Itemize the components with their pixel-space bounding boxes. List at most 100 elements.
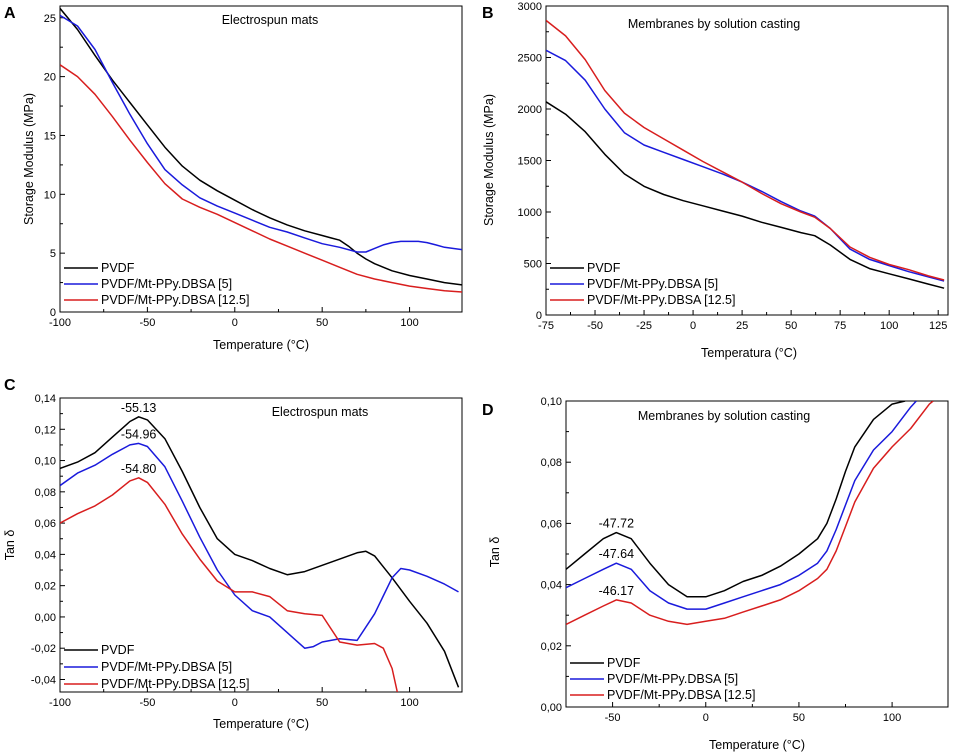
x-tick-label: 0 xyxy=(690,320,696,332)
plot-frame-c xyxy=(59,397,463,693)
series-line-mt125 xyxy=(60,477,399,692)
y-tick-label: 0,00 xyxy=(35,612,56,624)
y-tick-label: 0 xyxy=(50,307,56,319)
plot-lines-b xyxy=(546,19,945,289)
legend-label-mt5: PVDF/Mt-PPy.DBSA [5] xyxy=(101,277,232,291)
legend-label-pvdf: PVDF xyxy=(101,643,135,657)
axis-ticks-a: -100 -50 0 50 100 0 5 10 15 20 25 xyxy=(44,13,419,329)
x-axis-label-d: Temperature (°C) xyxy=(709,738,805,752)
legend-c: PVDF PVDF/Mt-PPy.DBSA [5] PVDF/Mt-PPy.DB… xyxy=(64,643,249,691)
y-tick-label: 0,02 xyxy=(541,641,562,653)
legend-label-pvdf: PVDF xyxy=(587,261,621,275)
y-tick-label: 0,14 xyxy=(35,393,56,405)
y-tick-label: 0,06 xyxy=(35,518,56,530)
axis-ticks-c: -100 -50 0 50 100 -0,04 -0,02 0,00 0,02 0,04 0,06 0… xyxy=(31,393,419,709)
y-tick-label: 20 xyxy=(44,72,56,84)
chart-title-a: Electrospun mats xyxy=(222,13,319,27)
panel-c: C -100 -50 0 50 100 -0,04 -0,02 0,00 0,02 0,04 0,0… xyxy=(3,377,463,731)
legend-label-mt5: PVDF/Mt-PPy.DBSA [5] xyxy=(587,277,718,291)
y-tick-label: 0,08 xyxy=(35,487,56,499)
x-tick-label: 50 xyxy=(316,317,328,329)
y-tick-label: 0,00 xyxy=(541,702,562,714)
x-tick-label: -50 xyxy=(139,697,155,709)
x-tick-label: 100 xyxy=(880,320,898,332)
x-tick-label: 50 xyxy=(316,697,328,709)
series-line-mt5 xyxy=(546,49,945,282)
series-line-pvdf xyxy=(60,7,462,286)
y-axis-label-b: Storage Modulus (MPa) xyxy=(482,94,496,226)
y-tick-label: 1000 xyxy=(518,207,542,219)
y-tick-label: 0,04 xyxy=(35,549,56,561)
legend-label-mt5: PVDF/Mt-PPy.DBSA [5] xyxy=(101,660,232,674)
y-tick-label: 0,10 xyxy=(35,456,56,468)
y-axis-label-c: Tan δ xyxy=(3,530,17,561)
chart-title-c: Electrospun mats xyxy=(272,405,369,419)
peak-annotation: -47.64 xyxy=(599,547,634,561)
panel-a: A -100 -50 0 50 100 0 5 10 15 20 25 Electrospun ma… xyxy=(4,5,463,352)
x-tick-label: -25 xyxy=(636,320,652,332)
series-line-mt125 xyxy=(546,19,945,281)
y-tick-label: 5 xyxy=(50,248,56,260)
y-tick-label: -0,04 xyxy=(31,674,56,686)
x-tick-label: 50 xyxy=(785,320,797,332)
x-tick-label: -50 xyxy=(605,712,621,724)
chart-title-d: Membranes by solution casting xyxy=(638,409,810,423)
axis-ticks-d: -50 0 50 100 0,00 0,02 0,04 0,06 0,08 0,10 xyxy=(541,396,902,724)
series-line-mt125 xyxy=(60,64,462,293)
plot-lines-d xyxy=(566,401,934,626)
panel-label-a: A xyxy=(4,5,16,22)
x-axis-label-c: Temperature (°C) xyxy=(213,717,309,731)
legend-label-pvdf: PVDF xyxy=(101,261,135,275)
x-tick-label: 100 xyxy=(400,317,418,329)
legend-a: PVDF PVDF/Mt-PPy.DBSA [5] PVDF/Mt-PPy.DB… xyxy=(64,261,249,307)
chart-title-b: Membranes by solution casting xyxy=(628,17,800,31)
series-line-mt5 xyxy=(60,442,459,649)
y-tick-label: 500 xyxy=(524,259,542,271)
x-tick-label: 50 xyxy=(793,712,805,724)
legend-label-mt125: PVDF/Mt-PPy.DBSA [12.5] xyxy=(101,677,249,691)
x-tick-label: 0 xyxy=(232,317,238,329)
y-tick-label: 3000 xyxy=(518,1,542,13)
x-tick-label: 125 xyxy=(929,320,947,332)
y-tick-label: 0,06 xyxy=(541,518,562,530)
panel-label-d: D xyxy=(482,402,494,419)
x-tick-label: 100 xyxy=(400,697,418,709)
plot-frame-a xyxy=(59,5,463,313)
series-line-pvdf xyxy=(566,401,906,598)
x-tick-label: 0 xyxy=(232,697,238,709)
plot-lines-a xyxy=(60,7,462,293)
panel-b: B -75 -50 -25 0 25 50 75 100 125 0 500 1000 1500 2000… xyxy=(482,1,949,360)
y-tick-label: 25 xyxy=(44,13,56,25)
peak-annotations-c: -55.13 -54.96 -54.80 xyxy=(121,401,156,476)
x-tick-label: 0 xyxy=(703,712,709,724)
legend-d: PVDF PVDF/Mt-PPy.DBSA [5] PVDF/Mt-PPy.DB… xyxy=(570,656,755,702)
x-tick-label: -100 xyxy=(49,697,71,709)
series-line-pvdf xyxy=(60,416,460,688)
peak-annotation: -54.80 xyxy=(121,462,156,476)
legend-label-mt125: PVDF/Mt-PPy.DBSA [12.5] xyxy=(607,688,755,702)
x-axis-label-a: Temperature (°C) xyxy=(213,338,309,352)
panel-d: D -50 0 50 100 0,00 0,02 0,04 0,06 0,08 0,10 -47.… xyxy=(482,396,949,752)
x-tick-label: 25 xyxy=(736,320,748,332)
y-tick-label: 15 xyxy=(44,130,56,142)
panel-label-b: B xyxy=(482,5,494,22)
x-axis-label-b: Temperatura (°C) xyxy=(701,346,797,360)
y-tick-label: 0,08 xyxy=(541,457,562,469)
peak-annotation: -46.17 xyxy=(599,584,634,598)
x-tick-label: 100 xyxy=(883,712,901,724)
peak-annotation: -47.72 xyxy=(599,517,634,531)
x-tick-label: -75 xyxy=(538,320,554,332)
y-axis-label-d: Tan δ xyxy=(488,537,502,568)
peak-annotation: -55.13 xyxy=(121,401,156,415)
x-tick-label: 75 xyxy=(834,320,846,332)
series-line-mt5 xyxy=(566,401,917,610)
x-tick-label: -50 xyxy=(587,320,603,332)
y-tick-label: 2500 xyxy=(518,53,542,65)
y-tick-label: -0,02 xyxy=(31,643,56,655)
y-tick-label: 0,02 xyxy=(35,581,56,593)
x-tick-label: -100 xyxy=(49,317,71,329)
y-tick-label: 0,12 xyxy=(35,424,56,436)
legend-b: PVDF PVDF/Mt-PPy.DBSA [5] PVDF/Mt-PPy.DB… xyxy=(550,261,735,307)
plot-lines-c xyxy=(60,416,460,692)
